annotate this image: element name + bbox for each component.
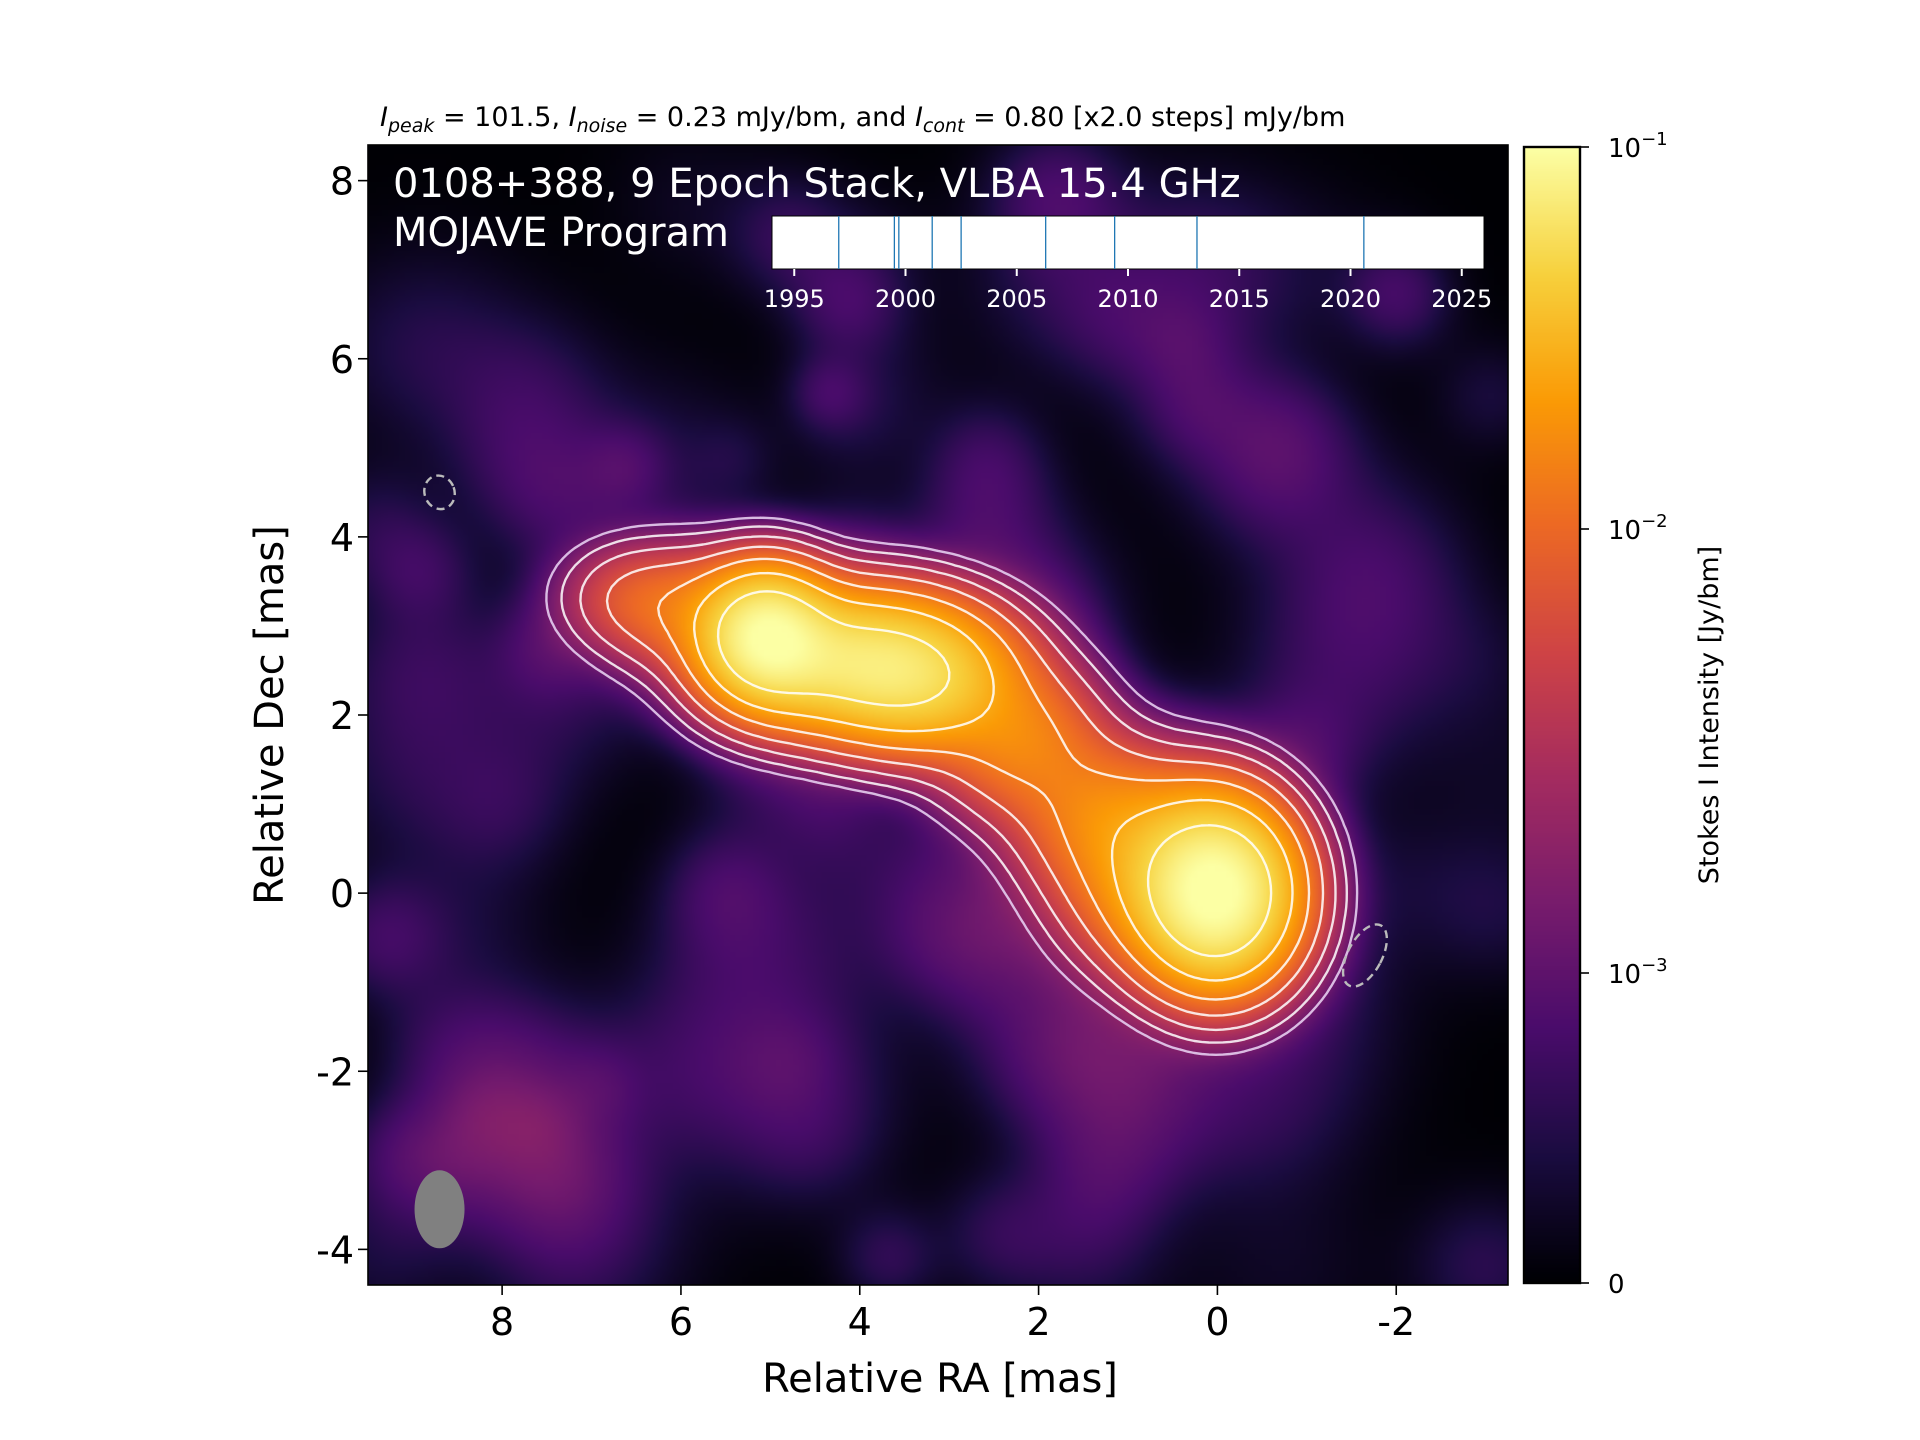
contour-group [545,516,1359,1056]
x-tick-label: 8 [490,1300,514,1344]
y-tick-label: 4 [330,516,354,560]
x-tick-label: 0 [1205,1300,1229,1344]
y-tick-label: 2 [330,694,354,738]
y-tick-label: 6 [330,338,354,382]
dashed-ellipse-2 [1341,923,1389,988]
epoch-timeline: 1995 2000 2005 2010 2015 2020 2025 [764,215,1492,313]
colorbar-frame [1522,145,1582,1285]
x-tick-label: -2 [1377,1300,1415,1344]
beam-ellipse [414,1170,465,1249]
colorbar: 0 10−3 10−2 10−1 Stokes I Intensity [Jy/… [1522,129,1725,1300]
contour-level-3 [579,535,1337,1032]
colorbar-tick-label-0: 0 [1608,1270,1625,1300]
beam-layer [414,474,1389,1249]
colorbar-tick-label-1e-3: 10−3 [1608,955,1668,990]
contour-level-5 [657,557,1311,1001]
intensity-image [368,145,1508,1285]
timeline-tick-label: 2005 [986,285,1047,313]
y-tick-label: -2 [316,1050,354,1094]
chart-caption: Ipeak = 101.5, Inoise = 0.23 mJy/bm, and… [380,102,1345,137]
y-axis-label: Relative Dec [mas] [247,525,293,905]
contour-level-2 [560,525,1348,1044]
y-tick-label: 8 [330,160,354,204]
contour-level-7 [716,590,1273,958]
timeline-tick-label: 2000 [875,285,936,313]
y-axis: 8 6 4 2 0 -2 -4 [316,160,368,1272]
y-tick-label: -4 [316,1228,354,1272]
chart-subtitle: MOJAVE Program [393,210,729,256]
dashed-ellipse-1 [423,474,456,511]
x-tick-label: 4 [848,1300,872,1344]
x-axis: 8 6 4 2 0 -2 [490,1285,1415,1344]
colorbar-tick-label-1e-2: 10−2 [1608,511,1668,546]
colorbar-gradient [1524,147,1580,1283]
timeline-tick-label: 2020 [1320,285,1381,313]
x-tick-label: 6 [669,1300,693,1344]
contour-level-1 [545,516,1359,1056]
timeline-tick-label: 2025 [1431,285,1492,313]
contour-level-4 [605,545,1325,1017]
timeline-tick-label: 2015 [1209,285,1270,313]
colorbar-tick-label-1e-1: 10−1 [1608,129,1668,164]
x-tick-label: 2 [1026,1300,1050,1344]
chart-title: 0108+388, 9 Epoch Stack, VLBA 15.4 GHz [393,161,1241,207]
timeline-tick-label: 2010 [1097,285,1158,313]
y-tick-label: 0 [330,872,354,916]
contour-level-6 [693,571,1294,982]
epoch-timeline-box [771,215,1485,270]
timeline-tick-label: 1995 [764,285,825,313]
x-axis-label: Relative RA [mas] [762,1356,1118,1402]
colorbar-label: Stokes I Intensity [Jy/bm] [1694,546,1725,884]
